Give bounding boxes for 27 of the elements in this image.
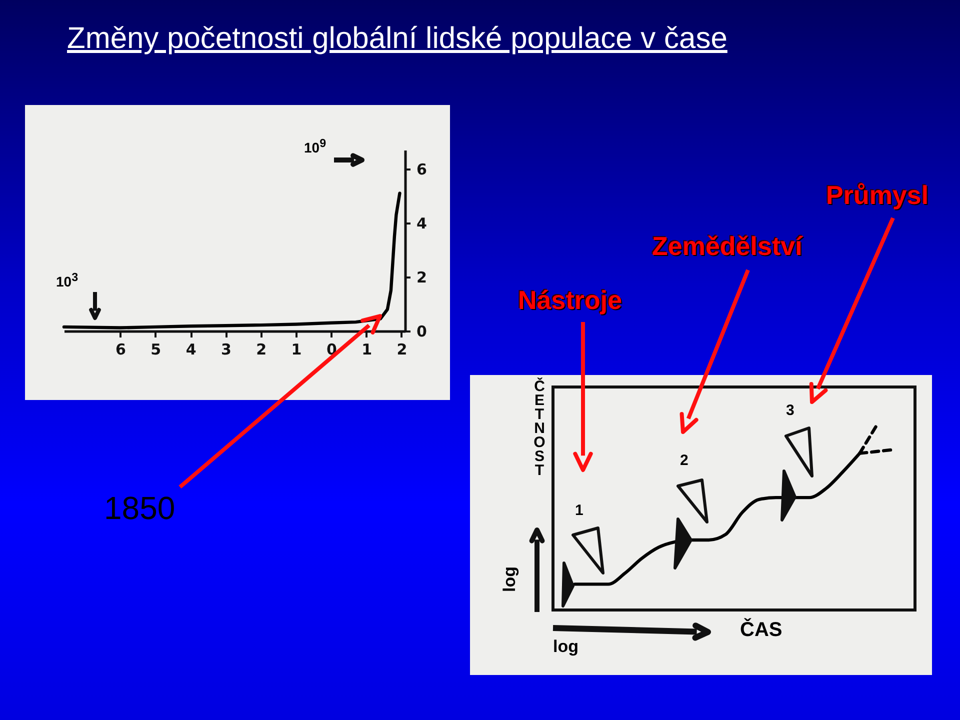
annotation: 1 [575,502,584,519]
text: 3 [786,402,794,419]
text: 1850 [104,490,176,526]
y-tick-label: 0 [416,322,427,340]
x-tick-label: 4 [186,340,196,358]
y-tick-label: 2 [416,268,427,286]
text: log [553,637,578,656]
x-tick-label: 2 [256,340,267,358]
annotation: 10$^{3}$ [56,271,78,290]
annotation: 2 [680,452,688,469]
y-tick-label: 6 [416,160,427,178]
x-axis-title: ČAS [740,619,782,641]
y-axis-title: ČETNOST [531,378,548,476]
x-tick-label: 3 [220,340,232,358]
text: Průmysl [826,180,929,210]
text: log [500,566,519,592]
x-tick-label: 1 [291,340,302,358]
annotation: 10$^{9}$ [304,137,326,156]
x-tick-label: 5 [150,340,162,358]
text: Nástroje [518,285,622,315]
x-tick-label: 6 [116,340,126,358]
x-tick-label: 1 [362,340,372,358]
text: Zemědělství [652,231,802,261]
chart-title: Změny početnosti globální lidské populace v čase [67,22,728,55]
y-tick-label: 4 [416,214,427,232]
x-tick-label: 0 [326,340,337,358]
x-tick-label: 2 [396,340,408,358]
